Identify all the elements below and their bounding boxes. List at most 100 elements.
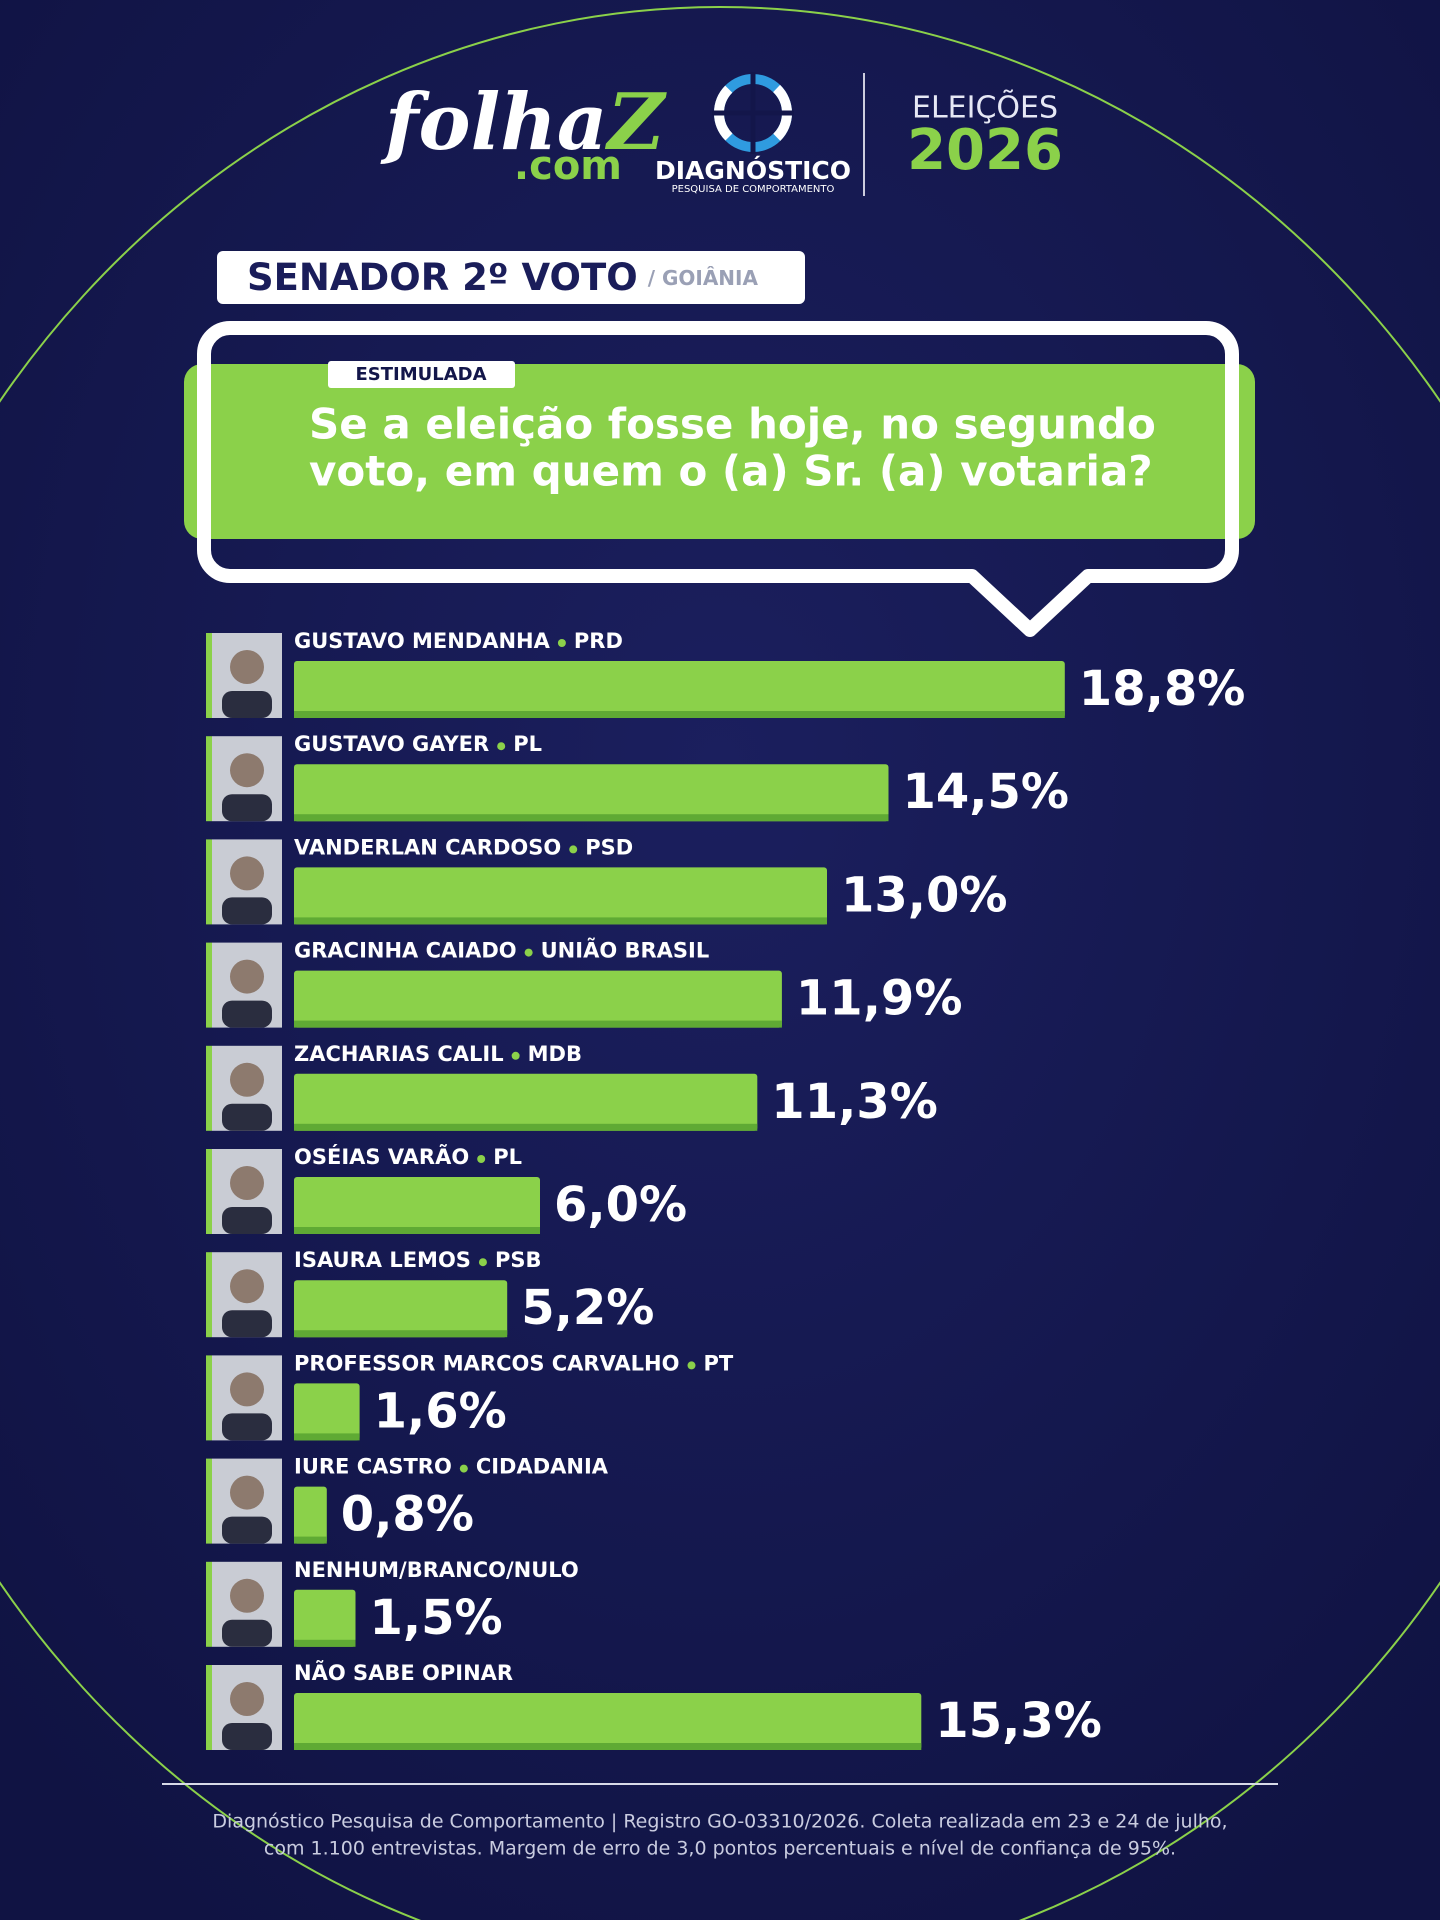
photo-body bbox=[222, 794, 272, 822]
photo-head bbox=[230, 1475, 264, 1510]
party: PRD bbox=[574, 629, 623, 653]
bar-shade bbox=[294, 1639, 356, 1647]
party: UNIÃO BRASIL bbox=[541, 938, 710, 963]
party: PT bbox=[704, 1351, 734, 1375]
title-line: SENADOR 2º VOTO / GOIÂNIA bbox=[247, 256, 758, 299]
bar bbox=[294, 1693, 922, 1750]
separator-dot bbox=[687, 1361, 696, 1370]
photo-stripe bbox=[206, 1458, 212, 1544]
candidate-name: OSÉIAS VARÃO bbox=[294, 1144, 469, 1169]
bar bbox=[294, 764, 889, 822]
photo-body bbox=[222, 1516, 272, 1544]
photo-head bbox=[230, 1269, 264, 1304]
photo-head bbox=[230, 856, 264, 891]
candidate-name: ZACHARIAS CALIL bbox=[294, 1042, 504, 1066]
photo-head bbox=[230, 1682, 264, 1716]
photo-stripe bbox=[206, 736, 212, 822]
photo-stripe bbox=[206, 1149, 212, 1234]
footer-line: com 1.100 entrevistas. Margem de erro de… bbox=[264, 1838, 1176, 1860]
institute-sub: PESQUISA DE COMPORTAMENTO bbox=[672, 184, 835, 195]
value-label: 18,8% bbox=[1079, 661, 1246, 717]
decor-ring bbox=[0, 6, 1440, 1920]
separator-dot bbox=[511, 1051, 520, 1060]
photo-body bbox=[222, 1000, 272, 1028]
value-label: 5,2% bbox=[521, 1280, 654, 1336]
party: PL bbox=[513, 732, 542, 756]
photo-stripe bbox=[206, 633, 212, 718]
year: 2026 bbox=[907, 118, 1063, 183]
bar bbox=[294, 1486, 327, 1544]
party: PSB bbox=[495, 1248, 542, 1272]
logo-com: .com bbox=[514, 143, 622, 189]
title-box bbox=[217, 251, 805, 304]
chart-subtitle: / GOIÂNIA bbox=[648, 266, 759, 290]
bar-shade bbox=[294, 1536, 327, 1544]
value-label: 6,0% bbox=[554, 1177, 687, 1233]
value-label: 14,5% bbox=[903, 764, 1070, 820]
photo-body bbox=[222, 1310, 272, 1338]
value-label: 11,3% bbox=[771, 1074, 938, 1130]
party: MDB bbox=[528, 1042, 582, 1066]
separator-dot bbox=[477, 1155, 486, 1163]
photo-head bbox=[230, 959, 264, 994]
value-label: 0,8% bbox=[341, 1487, 474, 1543]
candidate-name: ISAURA LEMOS bbox=[294, 1248, 471, 1272]
logo: folhaZ bbox=[380, 77, 667, 168]
bar-shade bbox=[294, 1743, 922, 1750]
institute: DIAGNÓSTICO bbox=[655, 155, 851, 185]
candidate-name: PROFESSOR MARCOS CARVALHO bbox=[294, 1351, 680, 1375]
party: CIDADANIA bbox=[476, 1455, 609, 1479]
separator-dot bbox=[569, 845, 578, 854]
bar bbox=[294, 1280, 508, 1338]
bar-shade bbox=[294, 814, 889, 822]
photo-stripe bbox=[206, 942, 212, 1028]
value-label: 1,5% bbox=[370, 1590, 503, 1646]
separator-dot bbox=[459, 1464, 468, 1473]
badge-box bbox=[328, 361, 515, 388]
candidate-name: GUSTAVO MENDANHA bbox=[294, 629, 551, 653]
photo-stripe bbox=[206, 1355, 212, 1441]
bar-shade bbox=[294, 711, 1065, 718]
photo-head bbox=[230, 1166, 264, 1200]
photo-head bbox=[230, 1578, 264, 1613]
bar bbox=[294, 1177, 540, 1234]
photo-body bbox=[222, 1103, 272, 1131]
bar-shade bbox=[294, 1330, 508, 1338]
logo-main: folha bbox=[380, 77, 607, 168]
bar bbox=[294, 661, 1065, 718]
bar bbox=[294, 1589, 356, 1647]
candidate-name: NÃO SABE OPINAR bbox=[294, 1660, 513, 1685]
photo-stripe bbox=[206, 1252, 212, 1338]
separator-dot bbox=[478, 1258, 487, 1267]
photo-stripe bbox=[206, 1045, 212, 1131]
question-bubble bbox=[197, 321, 1239, 637]
photo-head bbox=[230, 650, 264, 684]
bar-shade bbox=[294, 1020, 782, 1028]
photo-head bbox=[230, 1372, 264, 1407]
photo-stripe bbox=[206, 1561, 212, 1647]
photo-body bbox=[222, 1619, 272, 1647]
photo-stripe bbox=[206, 839, 212, 925]
party: PL bbox=[493, 1145, 522, 1169]
candidate-name: GRACINHA CAIADO bbox=[294, 939, 517, 963]
footer-line: Diagnóstico Pesquisa de Comportamento | … bbox=[212, 1811, 1227, 1833]
photo-body bbox=[222, 1207, 272, 1234]
bar-shade bbox=[294, 1227, 540, 1234]
photo-head bbox=[230, 1062, 264, 1097]
photo-body bbox=[222, 1723, 272, 1750]
value-label: 13,0% bbox=[841, 867, 1008, 923]
value-label: 15,3% bbox=[935, 1693, 1102, 1749]
separator-dot bbox=[557, 639, 566, 647]
question-line: voto, em quem o (a) Sr. (a) votaria? bbox=[309, 447, 1153, 496]
bar bbox=[294, 1383, 360, 1441]
bar-shade bbox=[294, 1433, 360, 1441]
election: ELEIÇÕES bbox=[912, 89, 1058, 126]
candidate-name: GUSTAVO GAYER bbox=[294, 732, 489, 756]
bar-shade bbox=[294, 1123, 758, 1131]
candidate-name: NENHUM/BRANCO/NULO bbox=[294, 1558, 579, 1582]
bar-shade bbox=[294, 917, 827, 925]
photo-body bbox=[222, 1413, 272, 1441]
logo-z: Z bbox=[604, 77, 667, 168]
institute-icon bbox=[712, 72, 794, 154]
